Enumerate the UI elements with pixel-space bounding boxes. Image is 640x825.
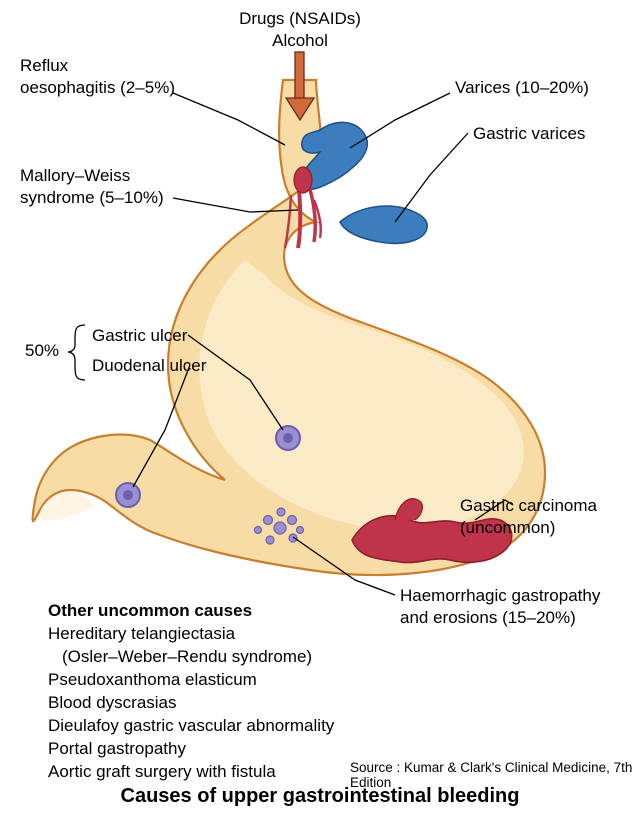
- uncommon-item: Blood dyscrasias: [48, 692, 334, 715]
- fifty-bracket: [68, 325, 85, 380]
- drugs-label: Drugs (NSAIDs): [0, 8, 600, 30]
- gastric-varices: [340, 206, 427, 243]
- diagram-canvas: Drugs (NSAIDs) Alcohol Refluxoesophagiti…: [0, 0, 640, 825]
- duodenal-ulcer-label: Duodenal ulcer: [92, 355, 206, 377]
- duodenal-ulcer-lesion: [116, 483, 140, 507]
- varices-label: Varices (10–20%): [455, 77, 589, 99]
- uncommon-item: Portal gastropathy: [48, 738, 334, 761]
- fifty-pct-label: 50%: [25, 340, 59, 362]
- uncommon-item: Pseudoxanthoma elasticum: [48, 669, 334, 692]
- gastric-ulcer-lesion: [276, 426, 300, 450]
- gastric-carcinoma-label: Gastric carcinoma(uncommon): [460, 495, 597, 539]
- alcohol-label: Alcohol: [0, 30, 600, 52]
- uncommon-causes-block: Other uncommon causes Hereditary telangi…: [48, 600, 334, 784]
- uncommon-list: Hereditary telangiectasia(Osler–Weber–Re…: [48, 623, 334, 784]
- uncommon-item: Dieulafoy gastric vascular abnormality: [48, 715, 334, 738]
- uncommon-item: (Osler–Weber–Rendu syndrome): [48, 646, 334, 669]
- title-label: Causes of upper gastrointestinal bleedin…: [0, 785, 640, 808]
- mallory-label: Mallory–Weisssyndrome (5–10%): [20, 165, 164, 209]
- haemorrhagic-label: Haemorrhagic gastropathyand erosions (15…: [400, 585, 600, 629]
- gastric-ulcer-label: Gastric ulcer: [92, 325, 187, 347]
- uncommon-item: Hereditary telangiectasia: [48, 623, 334, 646]
- uncommon-item: Aortic graft surgery with fistula: [48, 761, 334, 784]
- uncommon-heading: Other uncommon causes: [48, 600, 334, 623]
- reflux-label: Refluxoesophagitis (2–5%): [20, 55, 175, 99]
- gastric-varices-label: Gastric varices: [473, 123, 585, 145]
